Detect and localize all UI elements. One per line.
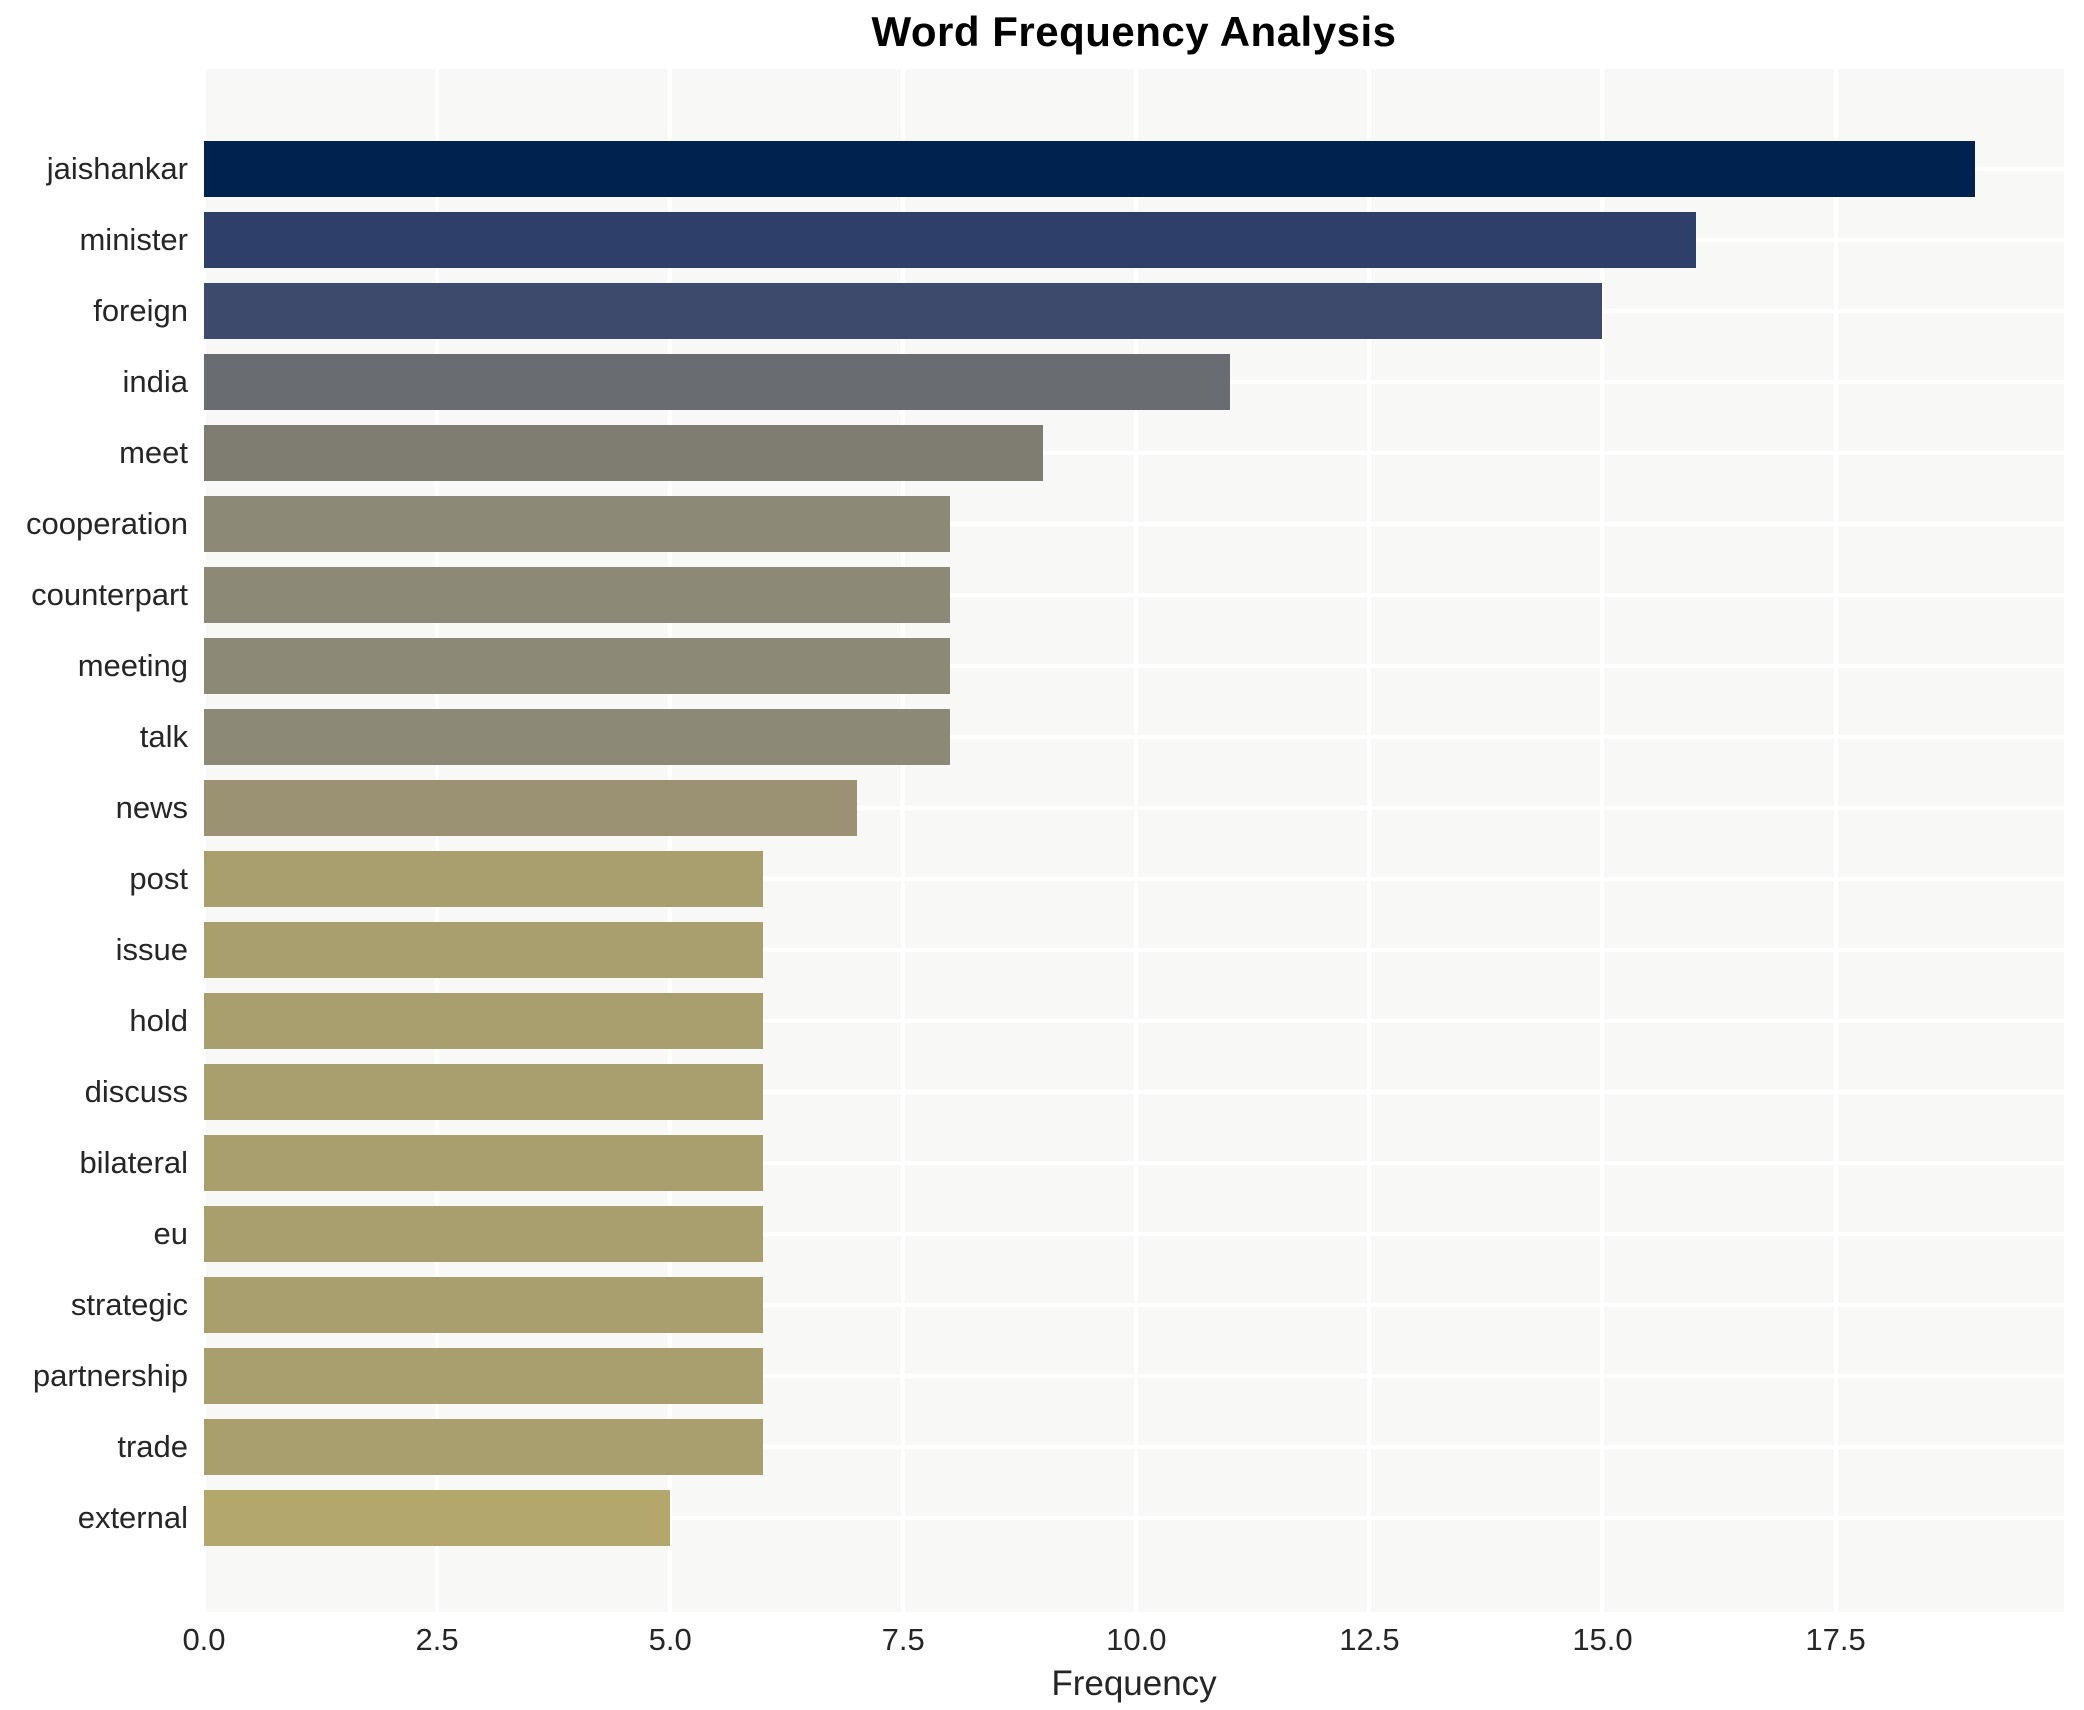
bar-counterpart bbox=[204, 566, 950, 623]
bar-row-trade: trade bbox=[117, 1412, 2064, 1483]
v-gridline-0.0 bbox=[202, 69, 206, 1612]
h-gridline bbox=[204, 734, 2064, 739]
v-gridline-12.5 bbox=[1367, 69, 1372, 1612]
bar-row-external: external bbox=[78, 1483, 2064, 1554]
v-gridline-5.0 bbox=[668, 69, 673, 1612]
x-tick-label-10.0: 10.0 bbox=[1106, 1622, 1167, 1657]
category-label-cooperation: cooperation bbox=[25, 505, 188, 541]
bar-row-bilateral: bilateral bbox=[79, 1128, 2064, 1199]
category-label-jaishankar: jaishankar bbox=[46, 150, 188, 186]
category-label-hold: hold bbox=[129, 1003, 188, 1039]
h-gridline bbox=[204, 1374, 2064, 1379]
category-label-meeting: meeting bbox=[77, 647, 188, 683]
bar-row-issue: issue bbox=[116, 915, 2064, 986]
category-label-external: external bbox=[77, 1500, 188, 1536]
h-gridline bbox=[204, 1303, 2064, 1308]
x-tick-label-17.5: 17.5 bbox=[1805, 1622, 1866, 1657]
category-label-counterpart: counterpart bbox=[31, 576, 188, 612]
h-gridline bbox=[204, 1232, 2064, 1237]
bar-partnership bbox=[204, 1348, 764, 1405]
bar-jaishankar bbox=[204, 140, 1976, 197]
bar-hold bbox=[204, 993, 764, 1050]
category-label-strategic: strategic bbox=[70, 1287, 188, 1323]
bar-row-minister: minister bbox=[79, 204, 2064, 275]
x-tick-label-0.0: 0.0 bbox=[182, 1622, 226, 1657]
category-label-meet: meet bbox=[119, 434, 188, 470]
bar-row-eu: eu bbox=[154, 1199, 2064, 1270]
bar-talk bbox=[204, 708, 950, 765]
bar-row-talk: talk bbox=[140, 701, 2064, 772]
category-label-india: india bbox=[122, 363, 189, 399]
bar-row-jaishankar: jaishankar bbox=[47, 133, 2064, 204]
category-label-issue: issue bbox=[115, 932, 188, 968]
h-gridline bbox=[204, 1161, 2064, 1166]
h-gridline bbox=[204, 876, 2064, 881]
h-gridline bbox=[204, 1516, 2064, 1521]
h-gridline bbox=[204, 663, 2064, 668]
bar-external bbox=[204, 1490, 671, 1547]
v-gridline-2.5 bbox=[435, 69, 440, 1612]
bar-india bbox=[204, 353, 1230, 410]
plot-area: jaishankar minister foreign india meet cooper… bbox=[26, 69, 2064, 1612]
x-axis-label: Frequency bbox=[1051, 1664, 1217, 1703]
category-label-trade: trade bbox=[117, 1429, 188, 1465]
bar-row-counterpart: counterpart bbox=[31, 559, 2064, 630]
bar-foreign bbox=[204, 282, 1603, 339]
bar-cooperation bbox=[204, 495, 950, 552]
h-gridline bbox=[204, 450, 2064, 455]
category-label-post: post bbox=[129, 860, 188, 896]
h-gridline bbox=[204, 1019, 2064, 1024]
x-tick-label-15.0: 15.0 bbox=[1572, 1622, 1633, 1657]
h-gridline bbox=[204, 805, 2064, 810]
category-label-news: news bbox=[115, 789, 188, 825]
bar-minister bbox=[204, 211, 1696, 268]
bar-row-meeting: meeting bbox=[78, 630, 2064, 701]
bar-row-meet: meet bbox=[119, 417, 2064, 488]
bar-row-strategic: strategic bbox=[71, 1270, 2064, 1341]
category-label-bilateral: bilateral bbox=[79, 1145, 188, 1181]
h-gridline bbox=[204, 948, 2064, 953]
v-gridline-10.0 bbox=[1134, 69, 1139, 1612]
x-tick-label-5.0: 5.0 bbox=[648, 1622, 692, 1657]
bar-meeting bbox=[204, 637, 950, 694]
bar-discuss bbox=[204, 1064, 764, 1121]
bar-strategic bbox=[204, 1277, 764, 1334]
x-tick-label-2.5: 2.5 bbox=[415, 1622, 459, 1657]
category-label-eu: eu bbox=[153, 1216, 188, 1252]
bar-eu bbox=[204, 1206, 764, 1263]
bar-row-post: post bbox=[129, 843, 2064, 914]
bar-news bbox=[204, 779, 857, 836]
bar-row-cooperation: cooperation bbox=[26, 488, 2064, 559]
bar-post bbox=[204, 850, 764, 907]
v-gridline-15.0 bbox=[1600, 69, 1605, 1612]
category-label-partnership: partnership bbox=[32, 1358, 188, 1394]
category-label-discuss: discuss bbox=[84, 1074, 188, 1110]
x-tick-label-12.5: 12.5 bbox=[1339, 1622, 1400, 1657]
category-label-foreign: foreign bbox=[93, 292, 188, 328]
bar-rows: jaishankar minister foreign india meet cooper… bbox=[26, 133, 2064, 1554]
bar-issue bbox=[204, 922, 764, 979]
h-gridline bbox=[204, 592, 2064, 597]
v-gridline-7.5 bbox=[901, 69, 906, 1612]
bar-row-news: news bbox=[116, 772, 2064, 843]
bar-row-india: india bbox=[123, 346, 2064, 417]
bar-trade bbox=[204, 1419, 764, 1476]
bar-row-foreign: foreign bbox=[93, 275, 2064, 346]
v-gridline-17.5 bbox=[1833, 69, 1838, 1612]
bar-bilateral bbox=[204, 1135, 764, 1192]
h-gridline bbox=[204, 1445, 2064, 1450]
bar-meet bbox=[204, 424, 1044, 481]
chart-title: Word Frequency Analysis bbox=[871, 8, 1397, 55]
category-label-minister: minister bbox=[79, 221, 188, 257]
category-label-talk: talk bbox=[139, 718, 188, 754]
bar-row-discuss: discuss bbox=[85, 1057, 2064, 1128]
h-gridline bbox=[204, 521, 2064, 526]
bar-row-hold: hold bbox=[129, 986, 2064, 1057]
h-gridline bbox=[204, 1090, 2064, 1095]
bar-row-partnership: partnership bbox=[33, 1341, 2064, 1412]
x-tick-label-7.5: 7.5 bbox=[881, 1622, 925, 1657]
